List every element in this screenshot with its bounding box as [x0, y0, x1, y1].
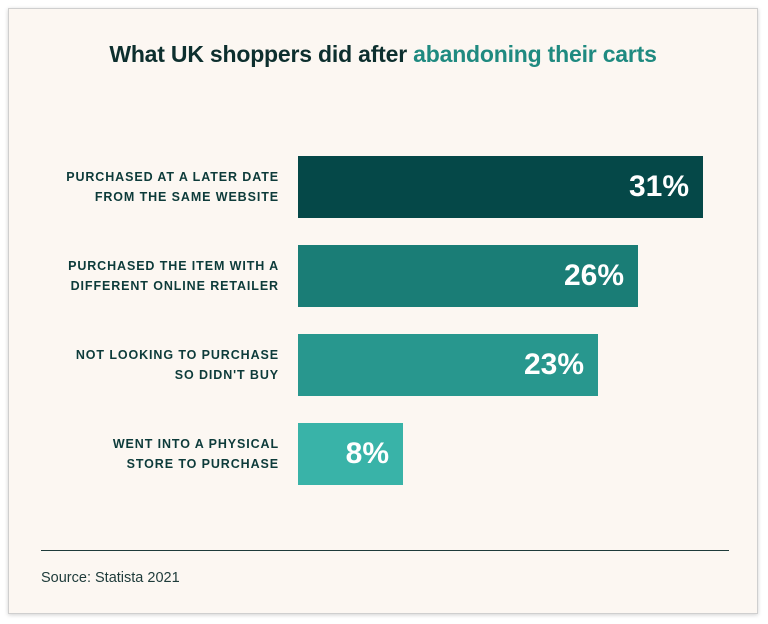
bar-value-label: 31% [628, 170, 689, 203]
chart-title: What UK shoppers did after abandoning th… [9, 41, 757, 68]
category-label-line: FROM THE SAME WEBSITE [94, 190, 279, 204]
chart-title-accent: abandoning their carts [413, 41, 657, 67]
category-label-line: NOT LOOKING TO PURCHASE [75, 348, 279, 362]
bar: 23% [298, 334, 598, 396]
bar: 26% [298, 245, 638, 307]
category-label-line: STORE TO PURCHASE [126, 457, 279, 471]
source-note: Source: Statista 2021 [41, 570, 180, 586]
category-label: WENT INTO A PHYSICAL STORE TO PURCHASE [19, 434, 279, 474]
bar-value-label: 8% [345, 437, 389, 470]
footer-divider [41, 550, 729, 551]
category-label-line: DIFFERENT ONLINE RETAILER [70, 279, 279, 293]
category-label-line: SO DIDN'T BUY [174, 368, 279, 382]
chart-title-main: What UK shoppers did after [109, 41, 414, 67]
bar: 31% [298, 156, 703, 218]
category-label-line: PURCHASED AT A LATER DATE [66, 170, 279, 184]
category-label: PURCHASED AT A LATER DATE FROM THE SAME W… [19, 167, 279, 207]
category-label: PURCHASED THE ITEM WITH A DIFFERENT ONLIN… [19, 256, 279, 296]
category-label-line: WENT INTO A PHYSICAL [112, 437, 279, 451]
bar-value-label: 23% [523, 348, 584, 381]
category-label: NOT LOOKING TO PURCHASE SO DIDN'T BUY [19, 345, 279, 385]
bar: 8% [298, 423, 403, 485]
chart-card: What UK shoppers did after abandoning th… [8, 8, 758, 614]
category-label-line: PURCHASED THE ITEM WITH A [68, 259, 279, 273]
bar-value-label: 26% [563, 259, 624, 292]
